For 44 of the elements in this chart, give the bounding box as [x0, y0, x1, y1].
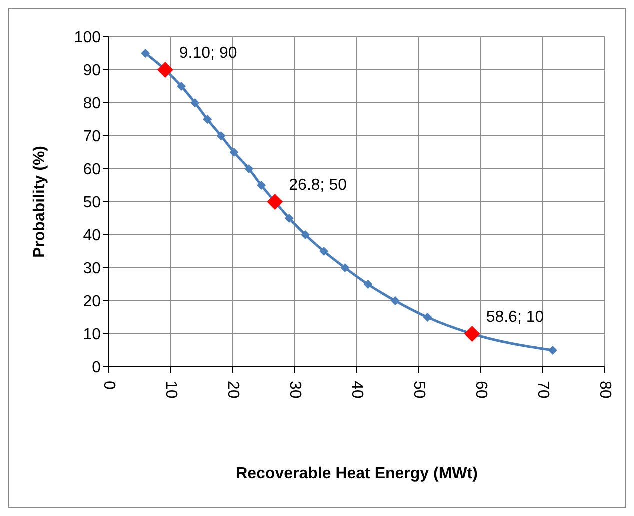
y-tick-label: 40: [83, 228, 102, 245]
point: [423, 313, 432, 322]
point: [390, 296, 400, 306]
y-axis-title: Probability (%): [32, 146, 49, 258]
y-tick-label: 0: [92, 360, 102, 377]
y-tick-label: 90: [83, 62, 102, 80]
x-axis-title: Recoverable Heat Energy (MWt): [236, 465, 478, 482]
point: [141, 49, 150, 58]
x-tick-label: 40: [348, 381, 366, 399]
point: [284, 214, 294, 223]
point: [177, 82, 186, 91]
point: [320, 247, 329, 256]
y-tick-label: 30: [83, 260, 102, 278]
x-tick-label: 30: [286, 381, 304, 399]
x-tick-label: 70: [534, 381, 552, 399]
x-tick-label: 80: [596, 381, 614, 399]
point: [257, 181, 266, 190]
point: [244, 164, 254, 174]
point: [230, 148, 239, 157]
x-tick-label: 0: [100, 381, 118, 390]
y-tick-label: 10: [83, 326, 102, 344]
point: [267, 194, 284, 210]
point: [464, 326, 480, 342]
point: [548, 346, 558, 355]
y-tick-label: 80: [83, 96, 102, 113]
point: [340, 264, 350, 272]
y-tick-label: 20: [83, 294, 102, 311]
y-tick-label: 100: [74, 30, 102, 47]
x-tick-label: 20: [224, 381, 242, 399]
annotation: 58.6; 10: [486, 309, 544, 326]
point: [157, 62, 174, 78]
point: [301, 230, 310, 240]
point: [364, 280, 373, 289]
point: [216, 132, 226, 140]
annotation: 9.10; 90: [179, 45, 238, 62]
point: [203, 115, 212, 124]
annotation: 26.8; 50: [289, 177, 348, 194]
y-tick-label: 70: [83, 128, 102, 146]
x-tick-label: 60: [472, 381, 490, 399]
y-tick-label: 50: [83, 194, 102, 212]
point: [190, 98, 200, 108]
x-tick-label: 10: [162, 381, 180, 399]
x-tick-label: 50: [410, 381, 428, 399]
y-tick-label: 60: [83, 162, 102, 179]
